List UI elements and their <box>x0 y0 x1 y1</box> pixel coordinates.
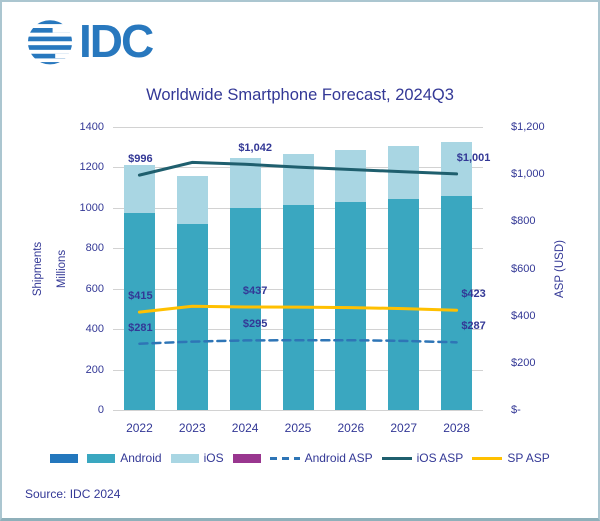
x-axis-tick: 2026 <box>337 421 365 435</box>
idc-logo-text: IDC <box>79 15 154 67</box>
bar-segment-ios-2025 <box>282 154 314 205</box>
y-axis-tick-left: 400 <box>85 323 104 336</box>
data-label-android-asp: $295 <box>242 318 268 331</box>
gridline <box>113 127 483 128</box>
data-label-sp-asp: $437 <box>242 284 268 297</box>
y-axis-tick-right: $200 <box>511 356 536 369</box>
legend-swatch <box>170 453 199 463</box>
y-axis-tick-right: $1,000 <box>511 168 545 181</box>
data-label-sp-asp: $415 <box>128 290 153 303</box>
left-axis-title-shipments: Shipments <box>32 241 44 297</box>
legend-item-unlabeled <box>232 453 261 463</box>
bar-segment-android-2026 <box>335 201 367 410</box>
bar-segment-android-2022 <box>123 212 155 410</box>
bar-segment-ios-2023 <box>176 175 208 224</box>
legend-swatch <box>87 453 116 463</box>
data-label-sp-asp: $423 <box>461 288 486 301</box>
data-label-ios-asp: $1,042 <box>238 142 272 155</box>
y-axis-tick-left: 1200 <box>79 161 104 174</box>
y-axis-tick-right: $- <box>511 404 521 416</box>
bar-segment-ios-2022 <box>123 165 155 213</box>
legend-label: Android <box>120 451 162 465</box>
legend-swatch <box>269 456 300 460</box>
y-axis-tick-left: 600 <box>85 282 104 295</box>
bar-segment-ios-2024 <box>229 158 261 208</box>
legend-label: Android ASP <box>304 451 373 465</box>
x-axis-tick: 2024 <box>231 421 259 435</box>
data-label-android-asp: $281 <box>128 321 153 334</box>
data-label-ios-asp: $996 <box>128 153 153 166</box>
x-axis-tick: 2027 <box>390 421 418 435</box>
bar-segment-android-2023 <box>176 224 208 410</box>
y-axis-tick-left: 1000 <box>79 201 104 214</box>
legend-item-unlabeled <box>50 453 79 463</box>
gridline <box>113 410 483 411</box>
y-axis-tick-right: $400 <box>511 309 536 322</box>
data-label-android-asp: $287 <box>461 320 486 333</box>
y-axis-tick-right: $600 <box>511 262 536 275</box>
y-axis-tick-left: 1400 <box>79 121 104 133</box>
data-label-ios-asp: $1,001 <box>456 151 491 164</box>
x-axis-tick: 2025 <box>284 421 312 435</box>
x-axis-tick: 2023 <box>178 421 206 435</box>
left-axis-title-millions: Millions <box>56 249 68 289</box>
chart-title: Worldwide Smartphone Forecast, 2024Q3 <box>146 86 454 104</box>
bar-segment-ios-2027 <box>388 146 420 199</box>
bar-segment-android-2025 <box>282 204 314 410</box>
y-axis-tick-right: $800 <box>511 215 536 228</box>
bar-segment-ios-2028 <box>441 142 473 196</box>
bar-segment-android-2024 <box>229 207 261 410</box>
y-axis-tick-right: $1,200 <box>511 121 545 133</box>
legend-label: SP ASP <box>507 451 550 465</box>
legend-swatch <box>381 456 412 460</box>
y-axis-tick-left: 0 <box>97 404 104 416</box>
bar-segment-android-2028 <box>441 195 473 410</box>
legend-item-ios: iOS <box>170 451 224 465</box>
bar-segment-ios-2026 <box>335 150 367 202</box>
legend-label: iOS <box>203 451 224 465</box>
legend-label: iOS ASP <box>416 451 464 465</box>
legend-item-android-asp: Android ASP <box>269 451 373 465</box>
y-axis-tick-left: 200 <box>85 363 104 376</box>
y-axis-tick-left: 800 <box>85 242 104 255</box>
idc-globe-icon <box>24 20 76 65</box>
legend: Android iOS Android ASP iOS ASP SP ASP <box>2 451 598 465</box>
legend-swatch <box>232 453 261 463</box>
idc-logo: IDC <box>24 15 154 67</box>
x-axis-tick: 2022 <box>126 421 153 435</box>
legend-item-sp-asp: SP ASP <box>472 451 550 465</box>
source-text: Source: IDC 2024 <box>25 487 121 501</box>
x-axis-tick: 2028 <box>443 421 470 435</box>
legend-item-android: Android <box>87 451 162 465</box>
bar-segment-android-2027 <box>388 198 420 410</box>
legend-item-ios-asp: iOS ASP <box>381 451 464 465</box>
legend-swatch <box>472 456 503 460</box>
legend-swatch <box>50 453 79 463</box>
